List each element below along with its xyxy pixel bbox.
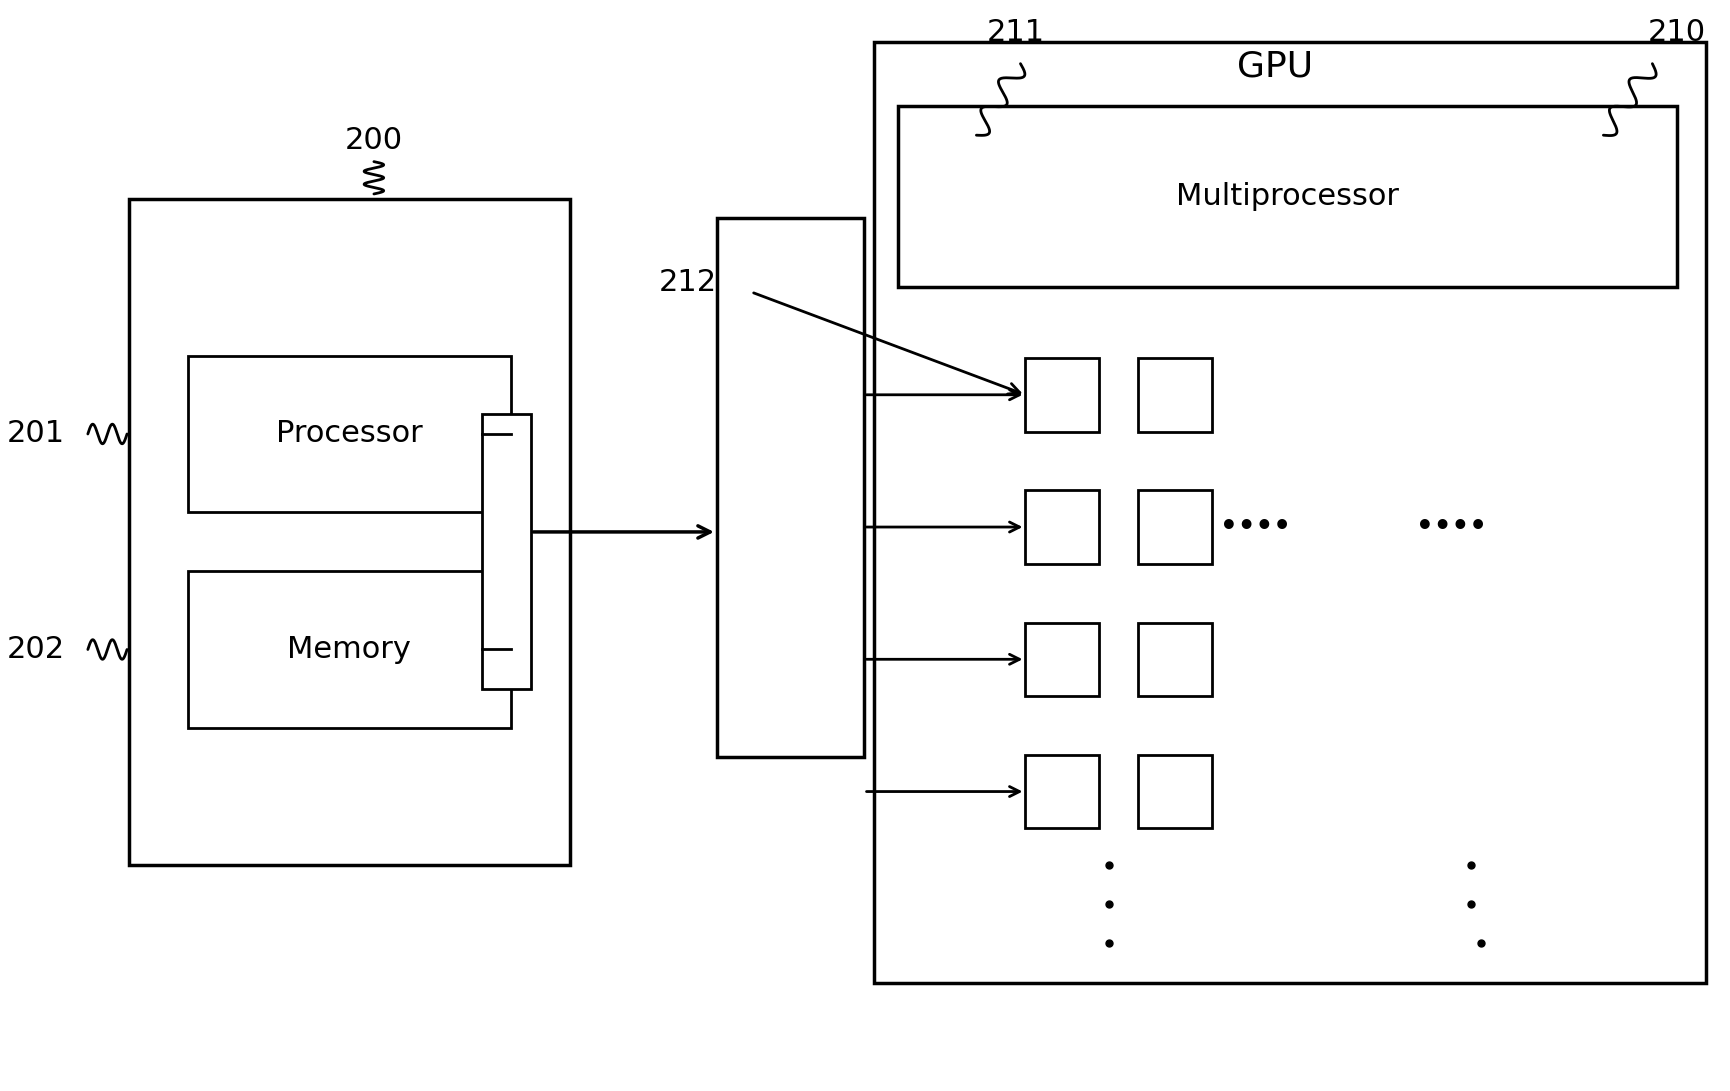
Text: GPU: GPU (1237, 49, 1313, 84)
FancyBboxPatch shape (1138, 755, 1211, 828)
FancyBboxPatch shape (189, 356, 510, 513)
FancyBboxPatch shape (898, 106, 1676, 287)
FancyBboxPatch shape (716, 218, 863, 757)
Text: 211: 211 (986, 19, 1045, 47)
FancyBboxPatch shape (130, 199, 569, 865)
FancyBboxPatch shape (189, 571, 510, 728)
FancyBboxPatch shape (481, 415, 531, 688)
FancyBboxPatch shape (1026, 358, 1099, 432)
Text: ••••: •••• (1417, 513, 1488, 541)
Text: Processor: Processor (277, 419, 422, 448)
FancyBboxPatch shape (874, 43, 1706, 983)
Text: 200: 200 (344, 125, 403, 155)
FancyBboxPatch shape (1026, 490, 1099, 564)
FancyBboxPatch shape (1026, 755, 1099, 828)
Text: ••••: •••• (1220, 513, 1291, 541)
FancyBboxPatch shape (1138, 358, 1211, 432)
FancyBboxPatch shape (1026, 623, 1099, 696)
Text: 202: 202 (7, 635, 66, 664)
Text: Memory: Memory (287, 635, 412, 664)
Text: 201: 201 (7, 419, 66, 448)
FancyBboxPatch shape (1138, 623, 1211, 696)
Text: Multiprocessor: Multiprocessor (1176, 182, 1400, 211)
Text: 212: 212 (659, 267, 716, 297)
Text: 210: 210 (1647, 19, 1706, 47)
FancyBboxPatch shape (1138, 490, 1211, 564)
